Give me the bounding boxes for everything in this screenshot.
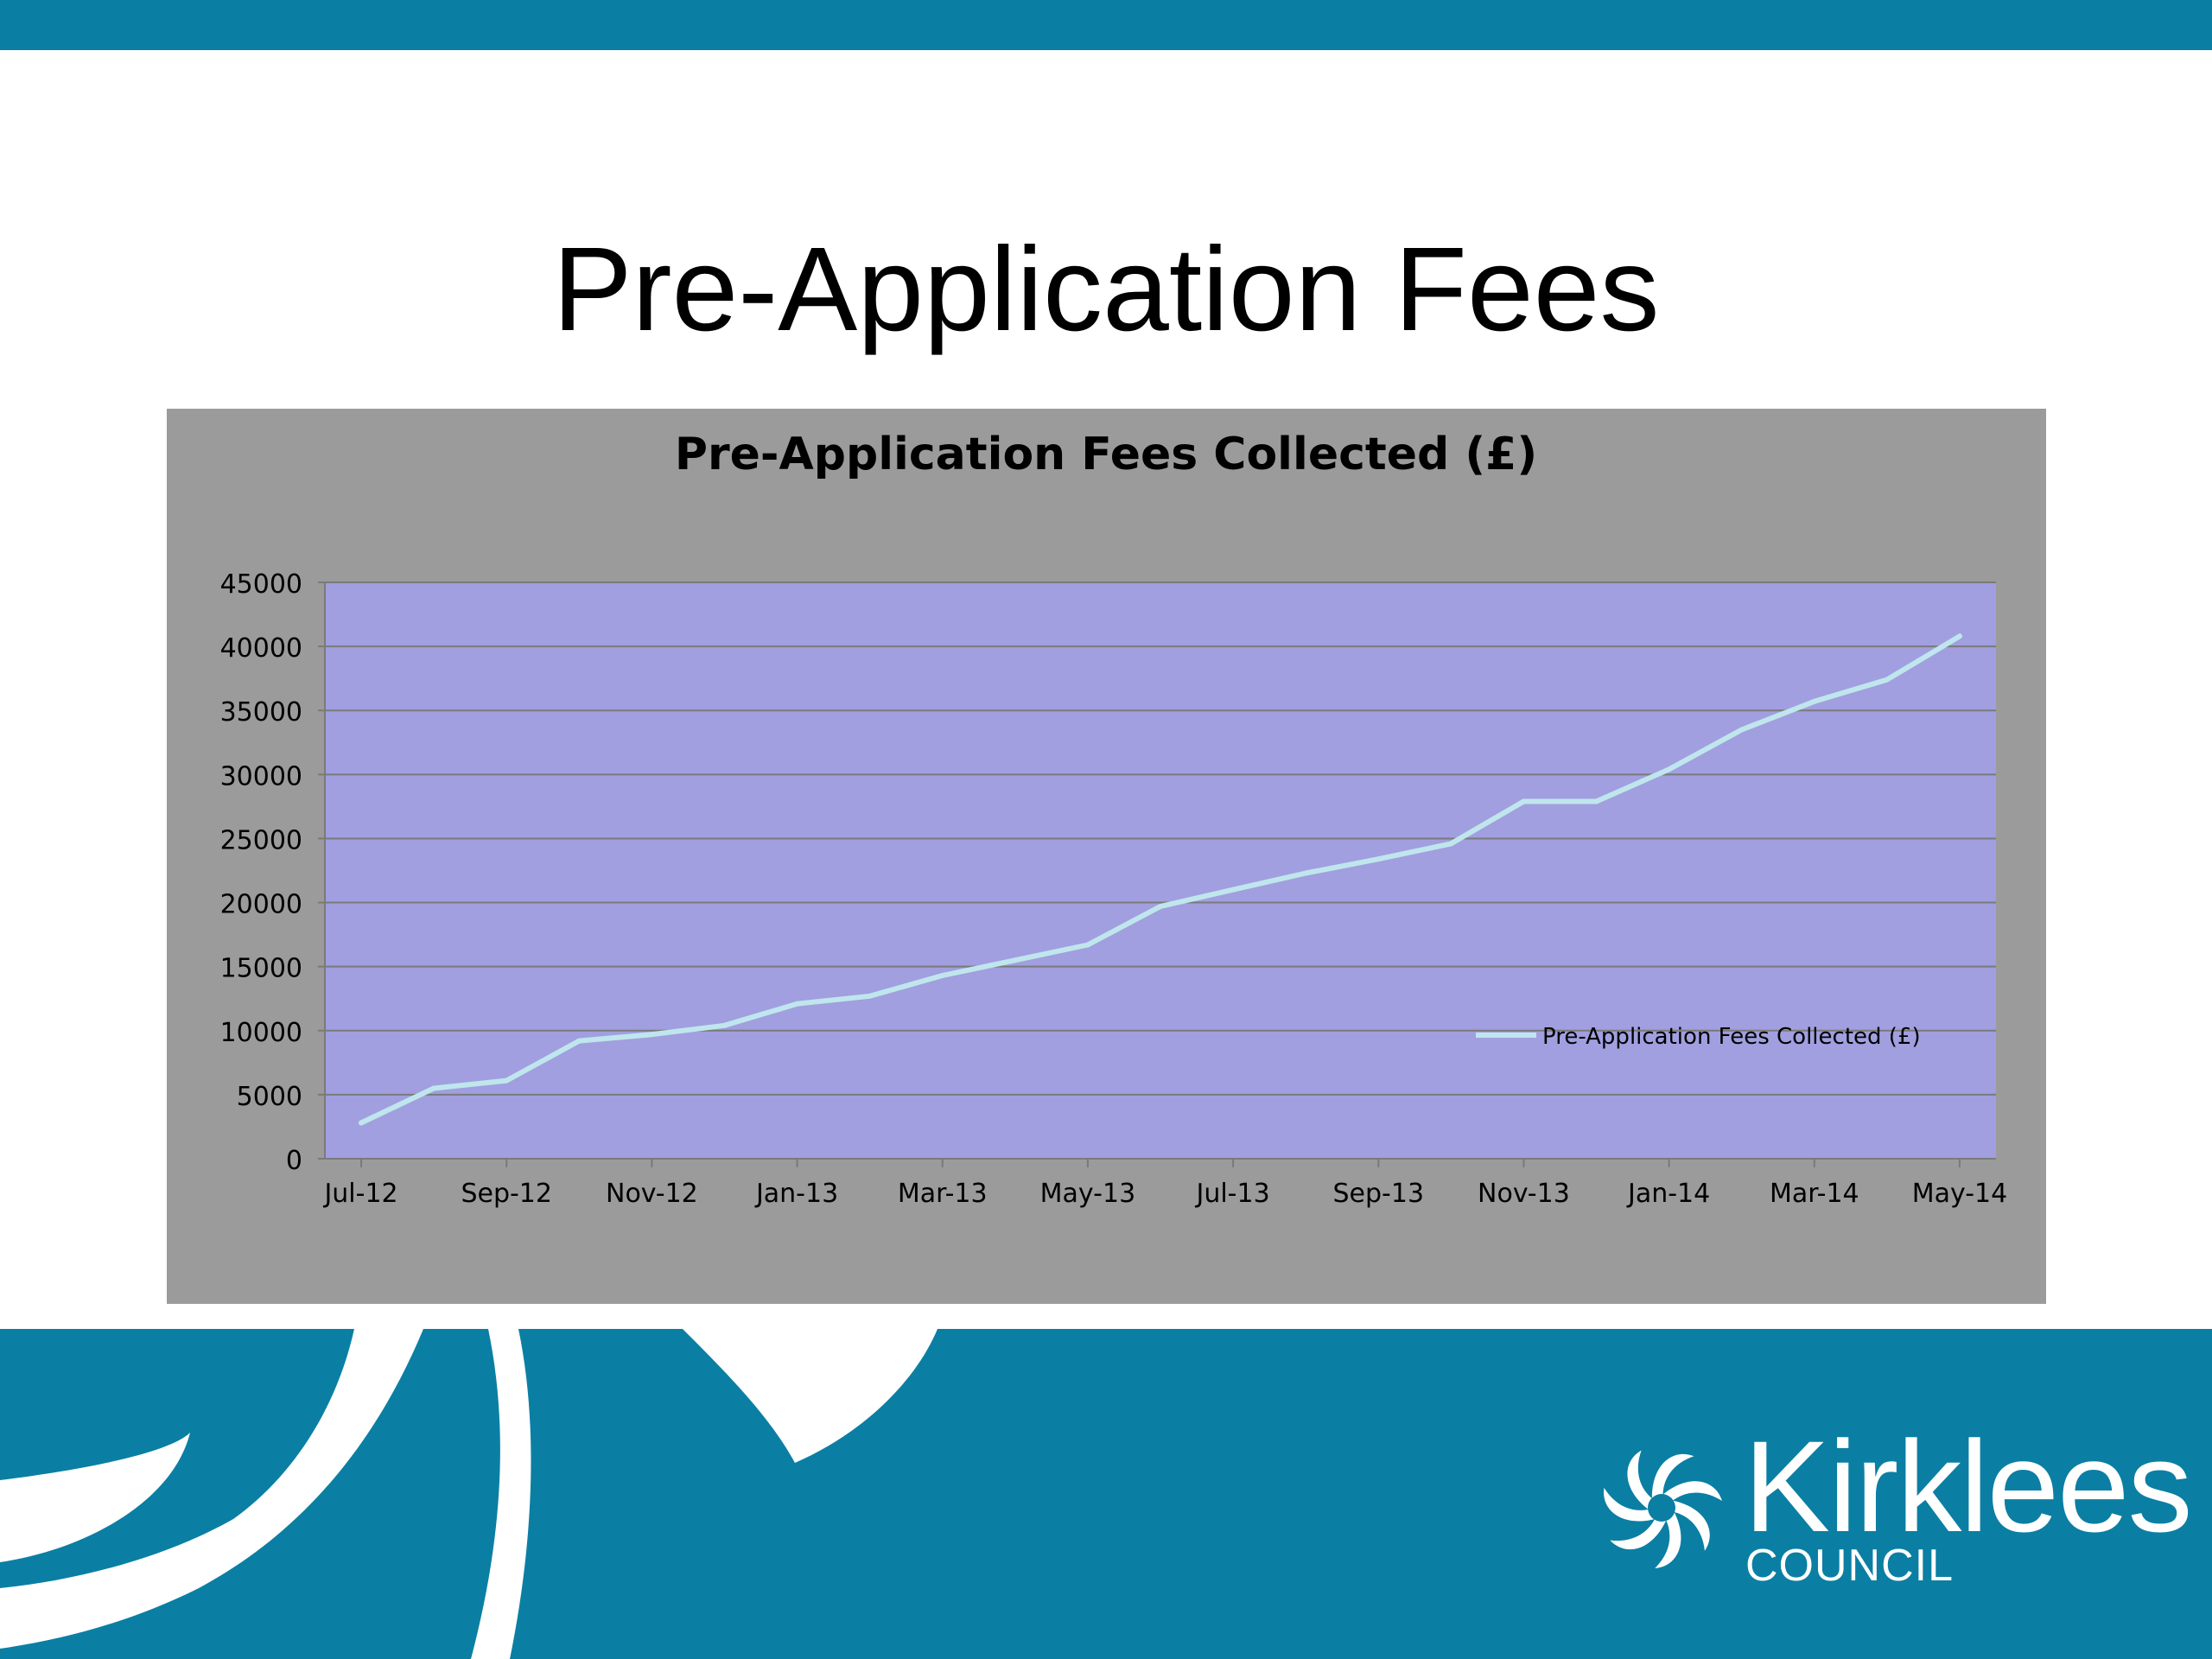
x-tick-label: Mar-14: [1770, 1179, 1859, 1209]
y-axis-tick-labels: 0 5000 10000 15000 20000 25000 30000 35000 40000…: [220, 569, 302, 1176]
kirklees-flower-icon: [1604, 1450, 1722, 1569]
legend-label: Pre-Application Fees Collected (£): [1542, 1024, 1921, 1050]
top-brand-band: [0, 0, 2212, 50]
data-point: [1956, 633, 1962, 639]
data-point: [794, 1001, 800, 1007]
y-tick-label: 25000: [220, 825, 302, 855]
x-tick-label: Nov-12: [606, 1179, 698, 1209]
slide-title: Pre-Application Fees: [552, 223, 1660, 356]
data-point: [359, 1120, 365, 1126]
data-point: [1666, 766, 1672, 772]
footer-banner: [0, 1329, 2212, 1659]
data-point: [504, 1077, 510, 1084]
y-tick-label: 5000: [237, 1082, 302, 1112]
y-tick-label: 45000: [220, 569, 302, 600]
grid-lines: [325, 582, 1996, 1096]
data-point: [1448, 841, 1454, 847]
chart-panel: Pre-Application Fees Collected (£) 0 5000…: [167, 409, 2046, 1304]
x-tick-label: Jul-12: [322, 1179, 397, 1209]
axes: [318, 582, 1996, 1167]
data-point: [1012, 957, 1018, 963]
data-point: [1376, 856, 1382, 862]
line-chart: Pre-Application Fees Collected (£) 0 5000…: [220, 429, 2008, 1209]
data-point: [1593, 798, 1599, 804]
data-point: [1303, 870, 1309, 876]
x-axis-tick-labels: Jul-12 Sep-12 Nov-12 Jan-13 Mar-13 May-13 Jul-…: [322, 1179, 2007, 1209]
data-point: [1811, 698, 1817, 704]
series-layer: [359, 633, 1962, 1126]
x-tick-label: Jul-13: [1194, 1179, 1269, 1209]
logo-subtitle: COUNCIL: [1745, 1541, 1955, 1591]
x-tick-label: Jan-14: [1626, 1179, 1710, 1209]
data-point: [649, 1032, 655, 1038]
x-tick-label: Nov-13: [1478, 1179, 1570, 1209]
chart-title: Pre-Application Fees Collected (£): [675, 429, 1537, 480]
data-point: [1738, 727, 1745, 733]
data-point: [867, 993, 873, 999]
y-tick-label: 35000: [220, 697, 302, 728]
y-tick-label: 15000: [220, 954, 302, 984]
footer-swoosh-graphic: [0, 1329, 2212, 1659]
data-point: [1230, 887, 1236, 893]
data-point: [431, 1085, 437, 1091]
x-tick-label: Sep-13: [1332, 1179, 1424, 1209]
y-tick-label: 10000: [220, 1018, 302, 1048]
data-point: [1521, 798, 1527, 804]
legend: Pre-Application Fees Collected (£): [1476, 1024, 1921, 1050]
kirklees-logo: Kirklees COUNCIL: [1597, 1417, 2192, 1607]
x-tick-label: Jan-13: [754, 1179, 838, 1209]
x-tick-label: May-14: [1912, 1179, 2008, 1209]
data-point: [576, 1038, 582, 1044]
plot-area: [325, 582, 1996, 1159]
y-tick-label: 0: [286, 1146, 302, 1176]
x-tick-label: Mar-13: [898, 1179, 988, 1209]
y-tick-label: 20000: [220, 890, 302, 920]
data-point: [721, 1022, 728, 1028]
logo-wordmark: Kirklees: [1744, 1414, 2192, 1559]
x-tick-label: May-13: [1040, 1179, 1136, 1209]
data-point: [939, 973, 945, 979]
x-tick-label: Sep-12: [461, 1179, 552, 1209]
data-point: [1884, 677, 1890, 683]
data-point: [1084, 942, 1090, 948]
data-point: [1158, 904, 1163, 910]
y-tick-label: 30000: [220, 761, 302, 791]
y-tick-label: 40000: [220, 633, 302, 664]
